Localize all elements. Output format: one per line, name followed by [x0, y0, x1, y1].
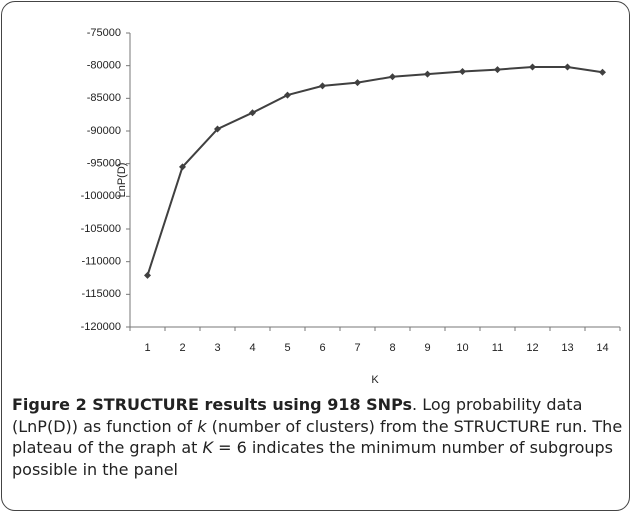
x-tick-label: 14: [596, 342, 608, 354]
marker: [494, 66, 501, 74]
y-tick-label: -95000: [87, 158, 121, 170]
y-tick-label: -90000: [87, 125, 121, 137]
marker: [354, 79, 361, 87]
caption-text: . Log probability data (LnP(D)) as funct…: [12, 395, 583, 436]
marker: [389, 73, 396, 81]
caption-title: Figure 2 STRUCTURE results using 918 SNP…: [12, 395, 413, 414]
chart: LnP(D) K -120000 -115000 -110000 -105000 -10…: [81, 27, 621, 386]
marker: [284, 91, 291, 99]
x-tick-label: 3: [214, 342, 220, 354]
line-series: [146, 65, 603, 276]
x-tick-label: 1: [144, 342, 150, 354]
y-tick-label: -75000: [87, 27, 121, 39]
y-tick-label: -110000: [81, 256, 121, 268]
marker: [214, 125, 221, 133]
y-tick-label: -100000: [81, 190, 121, 202]
marker: [249, 109, 256, 117]
x-tick-label: 7: [354, 342, 360, 354]
x-tick-label: 13: [561, 342, 573, 354]
y-tick-label: -85000: [87, 92, 121, 104]
y-tick-label: -120000: [81, 321, 121, 333]
x-tick-label: 2: [179, 342, 185, 354]
marker: [459, 68, 466, 76]
y-axis-label: LnP(D): [116, 163, 128, 198]
marker: [599, 68, 606, 76]
caption-text: (number of clusters) from the STRUCTURE …: [12, 416, 623, 458]
x-tick-label: 10: [456, 342, 468, 354]
x-tick-label: 6: [319, 342, 325, 354]
marker: [564, 63, 571, 71]
caption: Figure 2 STRUCTURE results using 918 SNP…: [12, 394, 624, 480]
y-tick-label: -115000: [81, 288, 121, 300]
marker: [144, 271, 151, 279]
x-axis-label: K: [371, 374, 379, 386]
x-tick-label: 4: [249, 342, 255, 354]
marker: [319, 82, 326, 90]
marker: [529, 63, 536, 71]
x-tick-label: 11: [492, 342, 503, 354]
marker: [179, 163, 186, 171]
y-tick-label: -105000: [81, 223, 121, 235]
x-tick-label: 9: [424, 342, 430, 354]
x-tick-label: 5: [284, 342, 290, 354]
caption-italic: K: [202, 438, 214, 457]
y-tick-label: -80000: [87, 60, 121, 72]
caption-text: = 6 indicates the minimum number of subg…: [12, 438, 614, 479]
x-tick-label: 12: [526, 342, 538, 354]
marker: [424, 70, 431, 78]
caption-italic: k: [197, 416, 207, 436]
x-tick-label: 8: [389, 342, 395, 354]
